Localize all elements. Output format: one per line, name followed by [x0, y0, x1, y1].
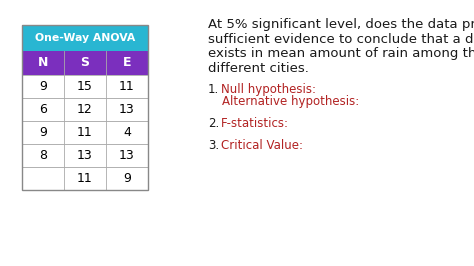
- Text: 11: 11: [77, 172, 93, 185]
- Text: 6: 6: [39, 103, 47, 116]
- Bar: [22, 51, 148, 75]
- Text: F-statistics:: F-statistics:: [221, 117, 289, 130]
- Text: 9: 9: [39, 80, 47, 93]
- Text: Null hypothesis:: Null hypothesis:: [221, 83, 316, 96]
- Bar: [22, 121, 148, 144]
- Text: 11: 11: [77, 126, 93, 139]
- Text: 9: 9: [39, 126, 47, 139]
- Text: 13: 13: [77, 149, 93, 162]
- Text: 1.: 1.: [208, 83, 219, 96]
- Bar: [22, 75, 148, 98]
- Text: Critical Value:: Critical Value:: [221, 139, 303, 152]
- Text: 3.: 3.: [208, 139, 219, 152]
- Text: 9: 9: [123, 172, 131, 185]
- Text: E: E: [123, 56, 131, 69]
- Text: One-Way ANOVA: One-Way ANOVA: [35, 33, 135, 43]
- Text: 13: 13: [119, 103, 135, 116]
- Bar: [22, 25, 148, 51]
- Bar: [22, 144, 148, 167]
- Text: exists in mean amount of rain among the three: exists in mean amount of rain among the …: [208, 47, 474, 60]
- Bar: [22, 167, 148, 190]
- Text: 11: 11: [119, 80, 135, 93]
- Text: 2.: 2.: [208, 117, 219, 130]
- Text: At 5% significant level, does the data provide: At 5% significant level, does the data p…: [208, 18, 474, 31]
- Text: 13: 13: [119, 149, 135, 162]
- Text: 12: 12: [77, 103, 93, 116]
- Text: 8: 8: [39, 149, 47, 162]
- Bar: [22, 25, 148, 190]
- Text: N: N: [38, 56, 48, 69]
- Text: 4: 4: [123, 126, 131, 139]
- Text: 15: 15: [77, 80, 93, 93]
- Text: sufficient evidence to conclude that a difference: sufficient evidence to conclude that a d…: [208, 33, 474, 46]
- Bar: [22, 98, 148, 121]
- Text: different cities.: different cities.: [208, 62, 309, 75]
- Text: S: S: [81, 56, 90, 69]
- Text: Alternative hypothesis:: Alternative hypothesis:: [222, 95, 359, 108]
